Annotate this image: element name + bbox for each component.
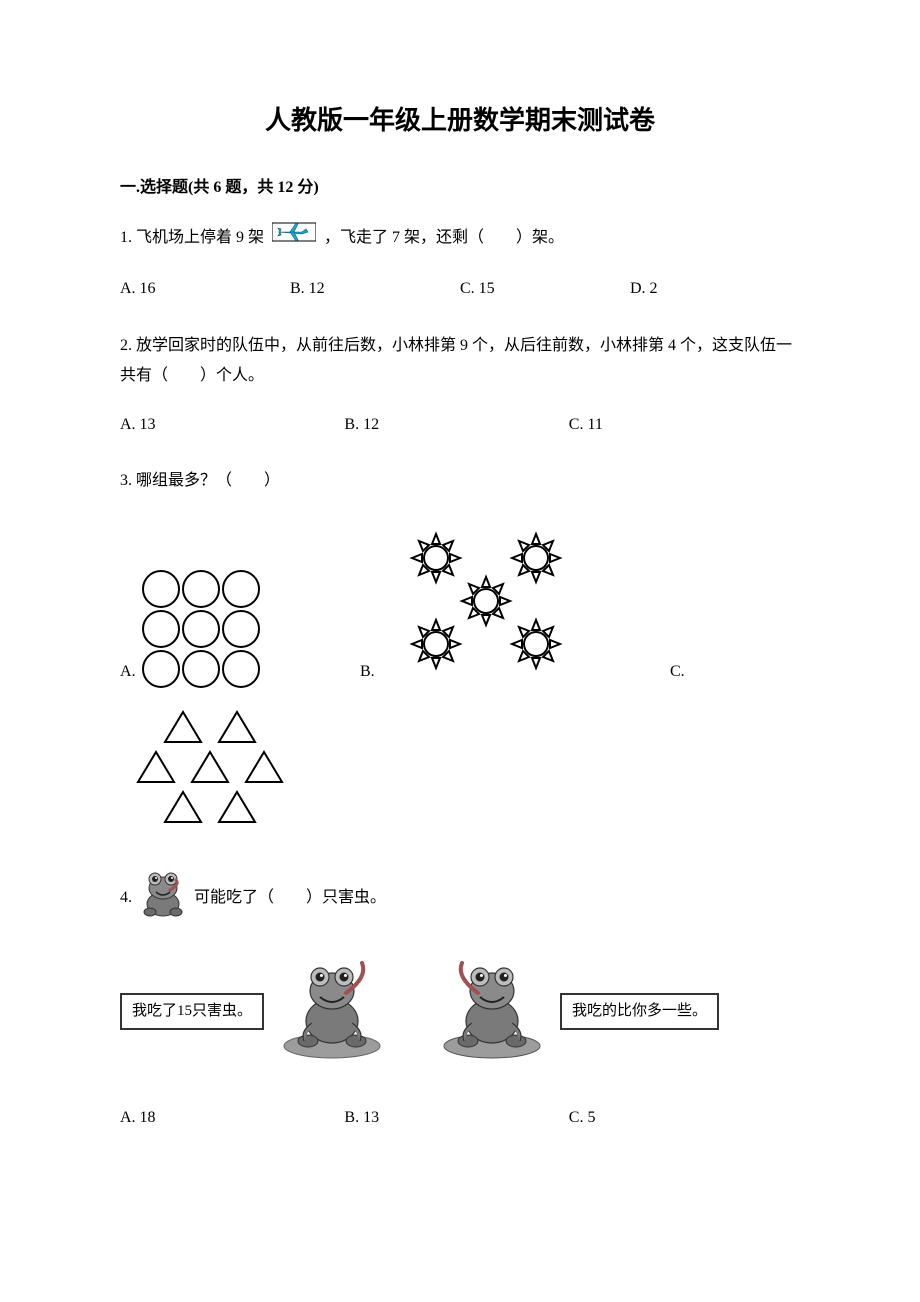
- question-1: 1. 飞机场上停着 9 架 ，飞走了 7 架，还剩（ ）架。 A. 16 B. …: [120, 219, 800, 305]
- q4-option-b: B. 13: [344, 1103, 568, 1133]
- q1-option-d: D. 2: [630, 274, 800, 304]
- q4-text: 可能吃了（ ）只害虫。: [194, 883, 386, 913]
- q1-option-a: A. 16: [120, 274, 290, 304]
- q4-options: A. 18 B. 13 C. 5: [120, 1103, 800, 1133]
- q1-text-pre: 1. 飞机场上停着 9 架: [120, 223, 264, 253]
- q2-option-c: C. 11: [569, 410, 793, 440]
- page: 人教版一年级上册数学期末测试卷 一.选择题(共 6 题，共 12 分) 1. 飞…: [0, 0, 920, 1302]
- triangles-group-icon: [120, 708, 300, 826]
- q3-option-c-label: C.: [670, 657, 685, 687]
- q4-number: 4.: [120, 883, 132, 913]
- q1-options: A. 16 B. 12 C. 15 D. 2: [120, 274, 800, 304]
- q2-text: 2. 放学回家时的队伍中，从前往后数，小林排第 9 个，从后往前数，小林排第 4…: [120, 331, 800, 392]
- speech-right-text: 我吃的比你多一些。: [572, 1003, 707, 1019]
- q3-option-a-label: A.: [120, 657, 136, 687]
- q3-text: 3. 哪组最多？（ ）: [120, 466, 800, 496]
- frog-right-icon: [432, 951, 552, 1072]
- section-1-header: 一.选择题(共 6 题，共 12 分): [120, 173, 800, 197]
- airplane-icon: [272, 219, 316, 256]
- question-2: 2. 放学回家时的队伍中，从前往后数，小林排第 9 个，从后往前数，小林排第 4…: [120, 331, 800, 440]
- frog-small-icon: [136, 866, 190, 931]
- q1-option-b: B. 12: [290, 274, 460, 304]
- speech-left-text: 我吃了15只害虫。: [132, 1003, 252, 1019]
- q1-option-c: C. 15: [460, 274, 630, 304]
- q4-illustration: 我吃了15只害虫。: [120, 951, 800, 1072]
- frog-left-icon: [272, 951, 392, 1072]
- q4-option-c: C. 5: [569, 1103, 793, 1133]
- circles-group-icon: [142, 570, 260, 688]
- q1-text-post: ，飞走了 7 架，还剩（ ）架。: [324, 223, 564, 253]
- page-title: 人教版一年级上册数学期末测试卷: [120, 100, 800, 137]
- q4-option-a: A. 18: [120, 1103, 344, 1133]
- q2-option-b: B. 12: [344, 410, 568, 440]
- question-3: 3. 哪组最多？（ ） A. B.: [120, 466, 800, 826]
- suns-group-icon: [381, 526, 591, 687]
- question-4: 4. 可能吃了（ ）只害虫。: [120, 866, 800, 1133]
- speech-bubble-left: 我吃了15只害虫。: [120, 993, 264, 1030]
- q3-option-b-label: B.: [360, 657, 375, 687]
- q3-options-row: A. B.: [120, 526, 800, 687]
- speech-bubble-right: 我吃的比你多一些。: [560, 993, 719, 1030]
- q2-option-a: A. 13: [120, 410, 344, 440]
- q2-options: A. 13 B. 12 C. 11: [120, 410, 800, 440]
